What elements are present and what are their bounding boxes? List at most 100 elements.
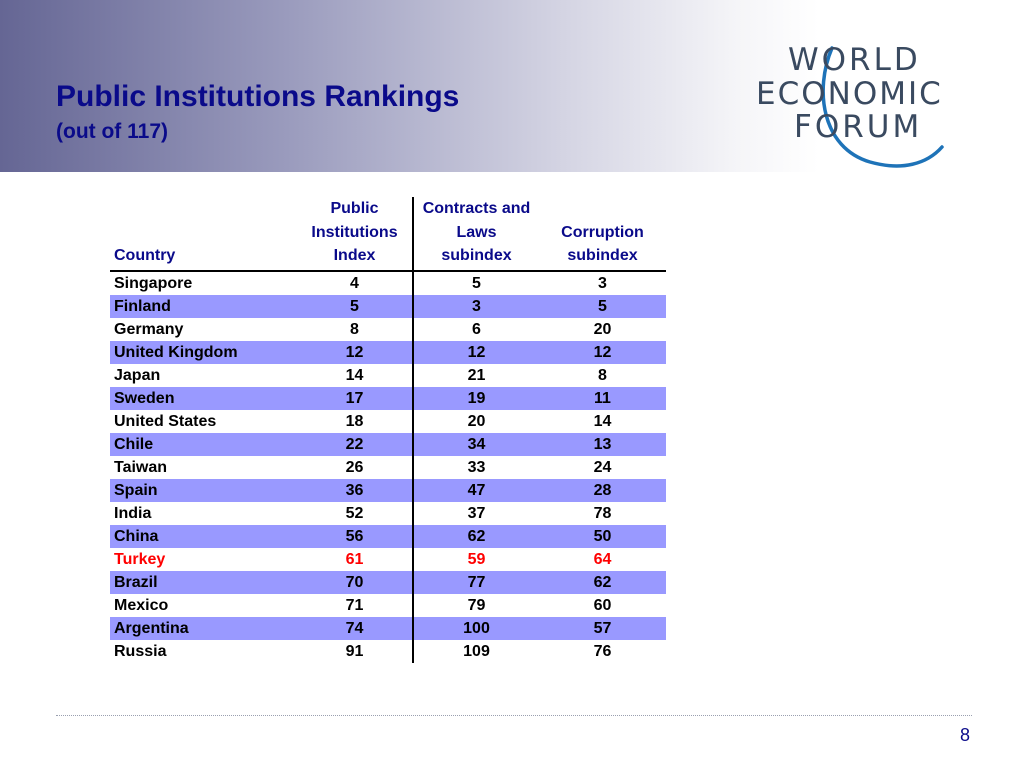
cell-contracts-laws: 37: [467, 504, 486, 522]
cell-public-institutions: 4: [297, 270, 414, 295]
page-number: 8: [959, 725, 970, 745]
cell-country: United Kingdom: [110, 340, 297, 364]
cell-corruption: 12: [539, 340, 666, 364]
cell-contracts-laws: 3: [413, 294, 539, 318]
header-band: [0, 0, 1024, 172]
cell-corruption: 60: [593, 596, 612, 614]
table-row: Singapore 4 5 3: [110, 270, 666, 295]
cell-public-institutions: 36: [297, 478, 414, 502]
logo-word-3: FORUM: [794, 109, 922, 145]
table-row: Mexico 71 79 60: [110, 593, 666, 617]
cell-contracts-laws: 59: [467, 550, 486, 568]
cell-country: Spain: [110, 478, 297, 502]
cell-country: China: [110, 524, 297, 548]
cell-corruption: 11: [539, 386, 666, 410]
slide-title: Public Institutions Rankings: [56, 80, 460, 113]
cell-corruption: 64: [593, 550, 612, 568]
cell-country: Japan: [114, 366, 161, 384]
cell-country: United States: [114, 412, 217, 430]
cell-corruption: 76: [593, 642, 612, 660]
cell-corruption: 24: [593, 458, 612, 476]
cell-country: Russia: [114, 642, 167, 660]
cell-contracts-laws: 47: [413, 478, 539, 502]
cell-corruption: 78: [593, 504, 612, 522]
cell-contracts-laws: 77: [413, 570, 539, 594]
cell-public-institutions: 91: [297, 639, 414, 663]
cell-contracts-laws: 21: [467, 366, 486, 384]
table-row: Spain 36 47 28: [110, 478, 666, 502]
footer-divider: [56, 715, 972, 716]
cell-corruption: 13: [539, 432, 666, 456]
table-row: Taiwan 26 33 24: [110, 455, 666, 479]
header-contracts-laws-subindex: Contracts and Laws subindex: [413, 197, 539, 272]
cell-public-institutions: 70: [297, 570, 414, 594]
cell-public-institutions: 5: [297, 294, 414, 318]
cell-contracts-laws: 34: [413, 432, 539, 456]
cell-country: Taiwan: [114, 458, 168, 476]
cell-contracts-laws: 19: [413, 386, 539, 410]
table-row: China 56 62 50: [110, 524, 666, 548]
cell-contracts-laws: 20: [467, 412, 486, 430]
cell-country: Singapore: [114, 274, 193, 292]
cell-public-institutions: 22: [297, 432, 414, 456]
cell-public-institutions: 17: [297, 386, 414, 410]
table-row: Finland 5 3 5: [110, 294, 666, 318]
cell-public-institutions: 74: [297, 616, 414, 640]
cell-contracts-laws: 100: [413, 616, 539, 640]
cell-public-institutions: 12: [297, 340, 414, 364]
cell-contracts-laws: 5: [472, 274, 481, 292]
world-economic-forum-logo: WORLD ECONOMIC FORUM: [752, 30, 982, 180]
cell-contracts-laws: 109: [463, 642, 490, 660]
cell-country: Argentina: [110, 616, 297, 640]
header-public-institutions-index: Public Institutions Index: [297, 197, 414, 272]
cell-contracts-laws: 62: [413, 524, 539, 548]
cell-public-institutions: 71: [297, 593, 414, 617]
cell-country: Turkey: [114, 550, 166, 568]
cell-corruption: 50: [539, 524, 666, 548]
cell-corruption: 62: [539, 570, 666, 594]
table-row: Argentina 74 100 57: [110, 616, 666, 640]
cell-public-institutions: 14: [297, 363, 414, 387]
cell-contracts-laws: 12: [413, 340, 539, 364]
cell-corruption: 3: [598, 274, 607, 292]
cell-public-institutions: 18: [297, 409, 414, 433]
slide-subtitle: (out of 117): [56, 120, 169, 143]
table-row: Japan 14 21 8: [110, 363, 666, 387]
cell-country: Chile: [110, 432, 297, 456]
cell-corruption: 57: [539, 616, 666, 640]
cell-country: Sweden: [110, 386, 297, 410]
table-row: Brazil 70 77 62: [110, 570, 666, 594]
cell-corruption: 14: [593, 412, 612, 430]
header-corruption-subindex: Corruption subindex: [539, 197, 666, 272]
logo-word-1: WORLD: [788, 42, 921, 78]
table-row: Sweden 17 19 11: [110, 386, 666, 410]
rankings-table: Country Public Institutions Index Contra…: [110, 197, 666, 663]
cell-corruption: 20: [593, 320, 612, 338]
cell-public-institutions: 26: [297, 455, 414, 479]
cell-public-institutions: 52: [297, 501, 414, 525]
logo-word-2: ECONOMIC: [756, 76, 943, 112]
cell-public-institutions: 56: [297, 524, 414, 548]
cell-contracts-laws: 6: [472, 320, 481, 338]
cell-country: Brazil: [110, 570, 297, 594]
table-row: Russia 91 109 76: [110, 639, 666, 663]
table-row: Germany 8 6 20: [110, 317, 666, 341]
table-row: India 52 37 78: [110, 501, 666, 525]
cell-country: India: [114, 504, 152, 522]
cell-contracts-laws: 33: [467, 458, 486, 476]
cell-public-institutions: 61: [297, 547, 414, 571]
cell-contracts-laws: 79: [467, 596, 486, 614]
table-row: United Kingdom 12 12 12: [110, 340, 666, 364]
cell-country: Finland: [110, 294, 297, 318]
cell-corruption: 28: [539, 478, 666, 502]
table-row: United States 18 20 14: [110, 409, 666, 433]
cell-public-institutions: 8: [297, 317, 414, 341]
header-country: Country: [110, 197, 297, 272]
table-header-row: Country Public Institutions Index Contra…: [110, 197, 666, 272]
logo-arc: [821, 46, 944, 168]
cell-country: Germany: [114, 320, 184, 338]
table-row-highlighted: Turkey 61 59 64: [110, 547, 666, 571]
cell-country: Mexico: [114, 596, 169, 614]
cell-corruption: 8: [598, 366, 607, 384]
table-row: Chile 22 34 13: [110, 432, 666, 456]
